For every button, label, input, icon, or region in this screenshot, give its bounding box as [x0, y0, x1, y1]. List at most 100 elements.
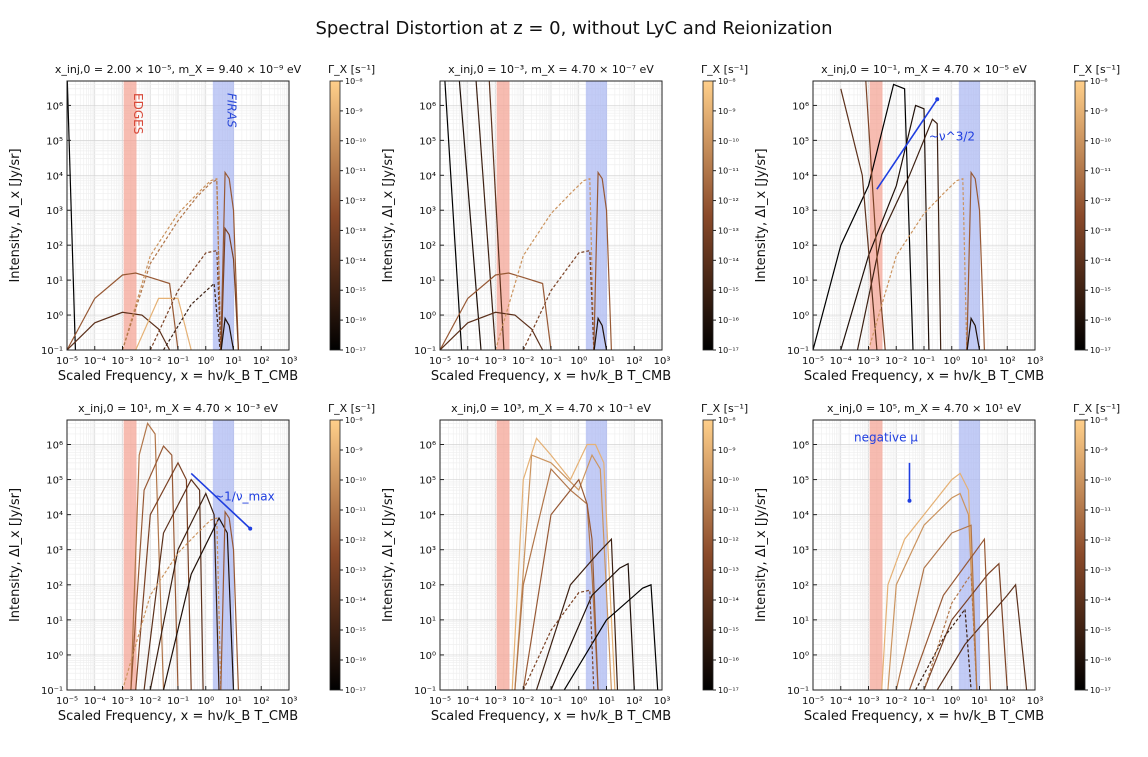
series-line — [220, 316, 235, 350]
series-line — [67, 81, 76, 350]
y-axis-label: Intensity, ΔI_x [Jy/sr] — [8, 488, 23, 622]
y-tick-label: 10⁻¹ — [787, 346, 809, 357]
colorbar-tick-label: 10⁻⁹ — [1090, 446, 1108, 455]
colorbar-tick-label: 10⁻¹⁴ — [345, 596, 366, 605]
grid — [67, 81, 289, 350]
series-line — [813, 83, 914, 350]
x-tick-label: 10⁻⁴ — [84, 696, 106, 707]
series-line — [488, 81, 505, 350]
series-line — [130, 445, 179, 690]
x-axis-label: Scaled Frequency, x = hν/k_B T_CMB — [431, 709, 671, 724]
colorbar-tick-label: 10⁻⁹ — [345, 446, 363, 455]
edges-label: EDGES — [131, 93, 145, 134]
x-tick-label: 10³ — [281, 696, 298, 707]
x-tick-label: 10⁻² — [139, 696, 161, 707]
x-tick-label: 10⁻¹ — [167, 356, 189, 367]
x-tick-label: 10² — [999, 356, 1016, 367]
y-tick-label: 10⁻¹ — [414, 686, 436, 697]
y-tick-label: 10⁵ — [792, 476, 809, 487]
x-tick-label: 10⁻⁴ — [830, 356, 852, 367]
x-tick-label: 10⁻⁴ — [84, 356, 106, 367]
colorbar-tick-label: 10⁻¹³ — [345, 566, 366, 575]
y-tick-label: 10³ — [792, 546, 809, 557]
y-tick-label: 10⁶ — [419, 101, 436, 112]
colorbar-tick-label: 10⁻¹² — [345, 197, 366, 206]
y-tick-label: 10³ — [419, 546, 436, 557]
x-tick-label: 10⁻¹ — [913, 356, 935, 367]
colorbar-tick-label: 10⁻¹⁰ — [345, 476, 366, 485]
x-tick-label: 10¹ — [225, 356, 242, 367]
series-line — [915, 607, 972, 690]
colorbar-tick-label: 10⁻¹⁶ — [1090, 316, 1111, 325]
colorbar-tick-label: 10⁻¹⁶ — [345, 316, 366, 325]
colorbar-tick-label: 10⁻¹¹ — [345, 506, 366, 515]
colorbar-tick-label: 10⁻¹⁵ — [345, 286, 366, 295]
x-tick-label: 10² — [253, 356, 270, 367]
colorbar-tick-label: 10⁻⁹ — [345, 107, 363, 116]
x-tick-label: 10⁻⁵ — [56, 356, 78, 367]
series-line — [511, 437, 616, 690]
annotation-arrow — [876, 98, 938, 190]
y-axis-label: Intensity, ΔI_x [Jy/sr] — [754, 148, 769, 282]
colorbar-tick-label: 10⁻¹⁷ — [1090, 686, 1111, 695]
series-line — [149, 492, 220, 690]
colorbar-tick-label: 10⁻¹⁷ — [718, 686, 739, 695]
colorbar-tick-label: 10⁻⁹ — [718, 446, 736, 455]
grid — [440, 420, 662, 690]
annotation-label: ~ν^3/2 — [929, 129, 975, 143]
x-axis-label: Scaled Frequency, x = hν/k_B T_CMB — [431, 369, 671, 384]
firas-label: FIRAS — [224, 93, 238, 128]
series-line — [121, 517, 222, 690]
y-tick-label: 10¹ — [419, 616, 436, 627]
colorbar-tick-label: 10⁻¹⁴ — [1090, 256, 1111, 265]
series-line — [135, 297, 192, 350]
colorbar-tick-label: 10⁻¹² — [718, 197, 739, 206]
x-tick-label: 10⁻⁴ — [830, 696, 852, 707]
colorbar-label: Γ_X [s⁻¹] — [701, 63, 748, 76]
y-tick-label: 10⁵ — [792, 136, 809, 147]
series-group — [813, 81, 985, 350]
colorbar-tick-label: 10⁻¹⁷ — [1090, 346, 1111, 355]
panel-title: x_inj,0 = 10⁵, m_X = 4.70 × 10¹ eV — [827, 402, 1022, 415]
band-edges — [496, 420, 510, 690]
x-tick-label: 10⁻² — [885, 356, 907, 367]
colorbar-tick-label: 10⁻¹³ — [1090, 566, 1111, 575]
y-tick-label: 10³ — [792, 206, 809, 217]
series-line — [593, 170, 612, 350]
colorbar-tick-label: 10⁻⁸ — [1090, 77, 1108, 86]
y-axis-label: Intensity, ΔI_x [Jy/sr] — [8, 148, 23, 282]
x-tick-label: 10⁻³ — [857, 696, 879, 707]
panel-3: 10⁻⁵ 10⁻⁴ 10⁻³ 10⁻² 10⁻¹ 10⁰ 10¹ 10² 10³ 10⁻¹ 10⁰ 1… — [754, 63, 1120, 384]
figure-title: Spectral Distortion at z = 0, without Ly… — [315, 18, 833, 39]
y-tick-label: 10⁴ — [419, 511, 436, 522]
colorbar-tick-label: 10⁻¹⁴ — [718, 596, 739, 605]
x-tick-label: 10⁻² — [512, 696, 534, 707]
series-line — [220, 226, 239, 350]
x-tick-label: 10⁰ — [197, 356, 214, 367]
series-line — [593, 316, 608, 350]
y-tick-label: 10¹ — [46, 616, 63, 627]
series-line — [895, 524, 978, 690]
series-line — [923, 562, 1008, 690]
panel-title: x_inj,0 = 2.00 × 10⁻⁵, m_X = 9.40 × 10⁻⁹… — [55, 63, 302, 76]
colorbar-tick-label: 10⁻¹⁰ — [1090, 137, 1111, 146]
series-line — [865, 81, 886, 350]
colorbar-tick-label: 10⁻¹² — [345, 536, 366, 545]
colorbar-tick-label: 10⁻⁹ — [1090, 107, 1108, 116]
y-tick-label: 10⁻¹ — [41, 346, 63, 357]
colorbar-tick-label: 10⁻¹⁶ — [345, 656, 366, 665]
series-group — [440, 81, 612, 350]
y-tick-label: 10⁻¹ — [414, 346, 436, 357]
panel-title: x_inj,0 = 10³, m_X = 4.70 × 10⁻¹ eV — [451, 402, 651, 415]
series-line — [130, 422, 165, 690]
y-tick-label: 10⁻¹ — [41, 686, 63, 697]
y-tick-label: 10⁰ — [419, 651, 436, 662]
colorbar-tick-label: 10⁻¹¹ — [718, 506, 739, 515]
colorbar-tick-label: 10⁻¹³ — [718, 566, 739, 575]
x-tick-label: 10⁻⁵ — [429, 356, 451, 367]
y-axis-label: Intensity, ΔI_x [Jy/sr] — [381, 148, 396, 282]
series-line — [522, 478, 599, 690]
panel-title: x_inj,0 = 10⁻³, m_X = 4.70 × 10⁻⁷ eV — [448, 63, 654, 76]
y-tick-label: 10⁴ — [419, 171, 436, 182]
